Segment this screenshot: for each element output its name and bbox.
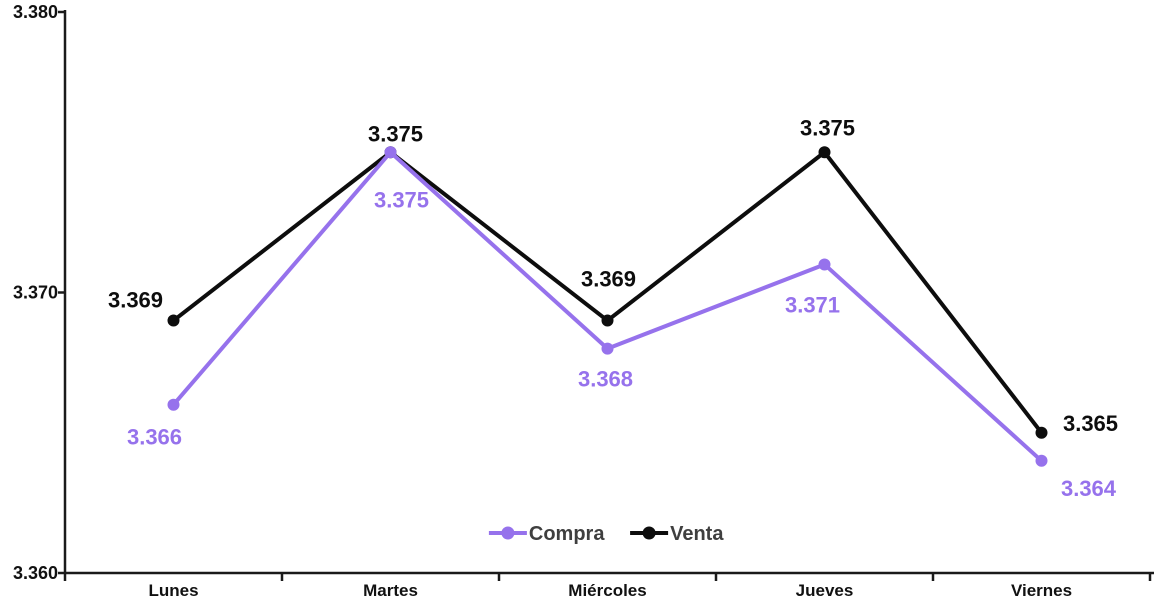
data-label-compra: 3.368 (578, 367, 633, 392)
data-point-compra (167, 398, 180, 411)
legend-label-compra: Compra (529, 523, 605, 545)
data-label-venta: 3.375 (368, 121, 423, 146)
data-label-venta: 3.375 (800, 115, 855, 140)
data-point-compra (601, 342, 614, 355)
data-label-compra: 3.364 (1061, 476, 1117, 501)
legend-marker-dot (501, 526, 515, 540)
data-point-venta (818, 146, 831, 159)
legend-marker-dot (642, 526, 656, 540)
x-category-label: Jueves (796, 581, 854, 600)
data-label-compra: 3.366 (127, 425, 182, 450)
data-point-venta (1035, 426, 1048, 439)
legend-item-compra: Compra (488, 523, 605, 545)
data-label-venta: 3.369 (108, 288, 163, 313)
y-tick-label: 3.380 (13, 2, 58, 22)
series-line-compra (171, 150, 1044, 463)
y-tick-label: 3.360 (13, 563, 58, 583)
x-category-label: Martes (363, 581, 418, 600)
data-label-compra: 3.371 (785, 292, 840, 317)
data-label-venta: 3.369 (581, 267, 636, 292)
y-tick-label: 3.370 (13, 283, 58, 303)
data-point-compra (818, 258, 831, 271)
legend-item-venta: Venta (630, 523, 724, 545)
x-category-label: Miércoles (568, 581, 646, 600)
x-category-label: Viernes (1011, 581, 1072, 600)
data-point-compra (384, 146, 397, 159)
data-label-venta: 3.365 (1063, 411, 1118, 436)
data-point-compra (1035, 454, 1048, 467)
legend-label-venta: Venta (670, 523, 724, 545)
data-point-venta (167, 314, 180, 327)
data-point-venta (601, 314, 614, 327)
x-category-label: Lunes (148, 581, 198, 600)
data-label-compra: 3.375 (374, 187, 429, 212)
